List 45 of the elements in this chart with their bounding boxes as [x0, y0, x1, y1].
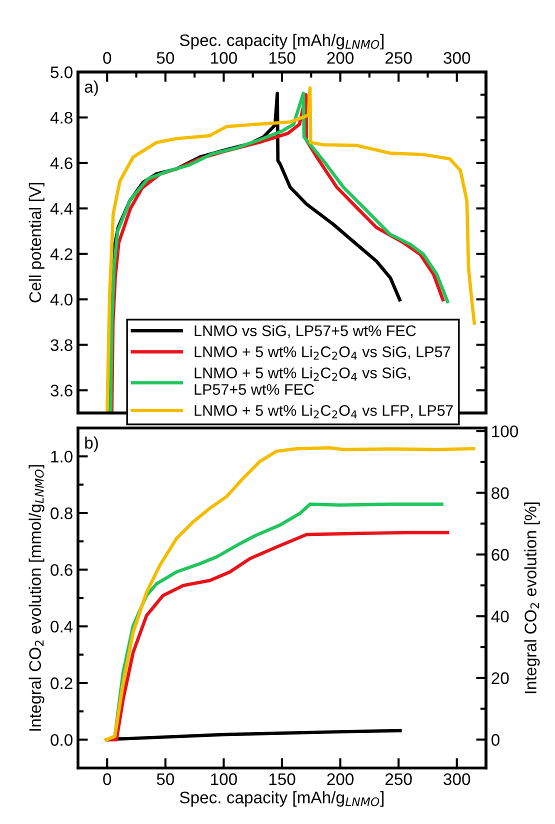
annotation: b)	[85, 436, 98, 452]
y2-tick-label: 40	[491, 610, 509, 622]
x-tick-label: 250	[386, 773, 412, 786]
legend-label: LNMO + 5 wt% Li$_{2}$C$_{2}$O$_{4}$ vs SiG, LP57	[194, 346, 450, 360]
y-tick-label: 4.4	[50, 202, 73, 214]
x2-tick-label: 0	[103, 52, 112, 64]
x2-tick-label: 300	[444, 52, 470, 64]
legend-label: LNMO vs SiG, LP57+5 wt% FEC	[194, 324, 416, 338]
y2-tick-label: 20	[492, 672, 509, 684]
y-axis-title: Integral CO$_{2}$ evolution [mmol/g$_{LNMO}$]	[28, 465, 44, 731]
y2-tick-label: 60	[492, 548, 509, 561]
y-axis-title: Cell potential [V]	[28, 183, 44, 302]
y2-tick-label: 80	[492, 487, 509, 499]
y-tick-label: 3.8	[50, 339, 72, 352]
y2-tick-label: 100	[492, 425, 518, 438]
y2-axis-title: Integral CO$_{2}$ evolution [%]	[524, 502, 540, 694]
y2-tick-label: 0	[492, 734, 500, 746]
y-tick-label: 0.2	[50, 677, 72, 690]
y-tick-label: 5.0	[50, 66, 72, 78]
line-series	[104, 446, 476, 742]
y-tick-label: 4.6	[50, 157, 72, 170]
y-tick-label: 4.8	[50, 112, 72, 124]
x-tick-label: 150	[269, 773, 296, 786]
y-tick-label: 0.4	[50, 620, 73, 633]
x-tick-label: 300	[444, 773, 470, 786]
x-axis-title: Spec. capacity [mAh/g$_{LNMO}$]	[180, 791, 384, 807]
x2-tick-label: 100	[211, 52, 237, 64]
y-tick-label: 0.8	[50, 507, 72, 520]
x-tick-label: 50	[156, 773, 174, 786]
x2-tick-label: 200	[327, 52, 354, 64]
x2-axis-title: Spec. capacity [mAh/g$_{LNMO}$]	[180, 34, 384, 50]
x2-tick-label: 50	[156, 52, 174, 64]
y-tick-label: 4.2	[50, 248, 72, 260]
y-tick-label: 0.0	[50, 734, 72, 746]
y-tick-label: 0.6	[50, 564, 72, 576]
x-tick-label: 100	[211, 773, 237, 786]
y-tick-label: 1.0	[51, 450, 72, 463]
y-tick-label: 3.6	[50, 384, 72, 396]
legend-label: LNMO + 5 wt% Li$_{2}$C$_{2}$O$_{4}$ vs LFP, LP57	[194, 404, 453, 418]
x-tick-label: 200	[327, 773, 354, 786]
x-tick-label: 0	[103, 773, 112, 786]
y-tick-label: 4.0	[50, 294, 72, 306]
x2-tick-label: 150	[269, 52, 296, 64]
annotation: a)	[84, 80, 98, 96]
x2-tick-label: 250	[386, 52, 412, 64]
